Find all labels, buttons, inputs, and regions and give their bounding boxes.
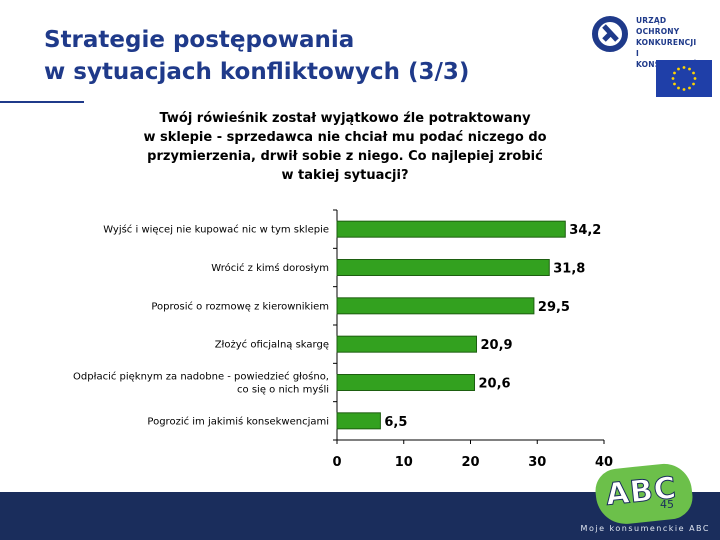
eu-flag-icon xyxy=(656,60,712,97)
x-tick-label: 20 xyxy=(461,455,479,470)
bar xyxy=(336,412,381,430)
bar-chart: 0 10 20 30 40 34,2 Wyjść i więcej nie kupować … xyxy=(73,209,613,470)
category-label: Wyjść i więcej nie kupować nic w tym skl… xyxy=(103,224,329,236)
bar xyxy=(336,259,550,276)
eu-star-icon xyxy=(671,77,675,80)
eu-star-icon xyxy=(693,77,697,80)
eu-stars-icon xyxy=(671,66,697,91)
eu-star-icon xyxy=(688,67,691,71)
page-number: 45 xyxy=(660,498,674,511)
data-label: 31,8 xyxy=(553,262,585,277)
data-label: 20,6 xyxy=(479,377,511,392)
slide-title-line-2: w sytuacjach konfliktowych (3/3) xyxy=(44,59,470,85)
eu-star-icon xyxy=(688,86,691,90)
logo-line-1: URZĄD OCHRONY xyxy=(636,16,680,36)
category-label: Złożyć oficjalną skargę xyxy=(215,339,329,351)
eu-star-icon xyxy=(682,66,686,69)
category-label: Pogrozić im jakimiś konsekwencjami xyxy=(147,415,329,427)
slide-title: Strategie postępowania w sytuacjach konf… xyxy=(44,24,584,88)
x-tick-label: 40 xyxy=(595,455,613,470)
chart-title-line: Twój rówieśnik został wyjątkowo źle potr… xyxy=(159,111,531,126)
title-underline xyxy=(0,101,84,103)
slide-title-line-1: Strategie postępowania xyxy=(44,27,355,53)
eu-star-icon xyxy=(677,86,680,90)
x-tick-label: 30 xyxy=(528,455,546,470)
x-tick-label: 0 xyxy=(332,455,341,470)
logo-line-2: KONKURENCJI xyxy=(636,38,697,47)
data-label: 34,2 xyxy=(569,223,601,238)
category-label: Poprosić o rozmowę z kierownikiem xyxy=(151,300,329,312)
category-label: co się o nich myśli xyxy=(237,384,329,396)
data-label: 20,9 xyxy=(481,338,513,353)
footer-text: Moje konsumenckie ABC xyxy=(580,524,710,533)
eu-star-icon xyxy=(692,82,695,86)
eu-star-icon xyxy=(677,67,680,71)
bar xyxy=(336,335,478,353)
eu-star-icon xyxy=(673,71,676,75)
data-label: 29,5 xyxy=(538,300,570,315)
chart-title-line: przymierzenia, drwił sobie z niego. Co n… xyxy=(147,149,543,164)
x-tick-label: 10 xyxy=(395,455,413,470)
data-label: 6,5 xyxy=(384,415,407,430)
bar xyxy=(336,297,535,315)
abc-badge: ABC xyxy=(593,461,695,527)
category-label: Wrócić z kimś dorosłym xyxy=(211,262,329,274)
bar xyxy=(336,220,566,238)
chart-title: Twój rówieśnik został wyjątkowo źle potr… xyxy=(110,109,580,185)
eu-star-icon xyxy=(692,71,695,75)
chart-title-line: w sklepie - sprzedawca nie chciał mu pod… xyxy=(143,130,547,145)
uokik-logo-icon xyxy=(592,16,628,52)
chart-title-line: w takiej sytuacji? xyxy=(281,168,409,183)
eu-star-icon xyxy=(682,88,686,91)
category-label: Odpłacić pięknym za nadobne - powiedzieć… xyxy=(73,371,329,383)
eu-star-icon xyxy=(673,82,676,86)
bar xyxy=(336,374,476,391)
